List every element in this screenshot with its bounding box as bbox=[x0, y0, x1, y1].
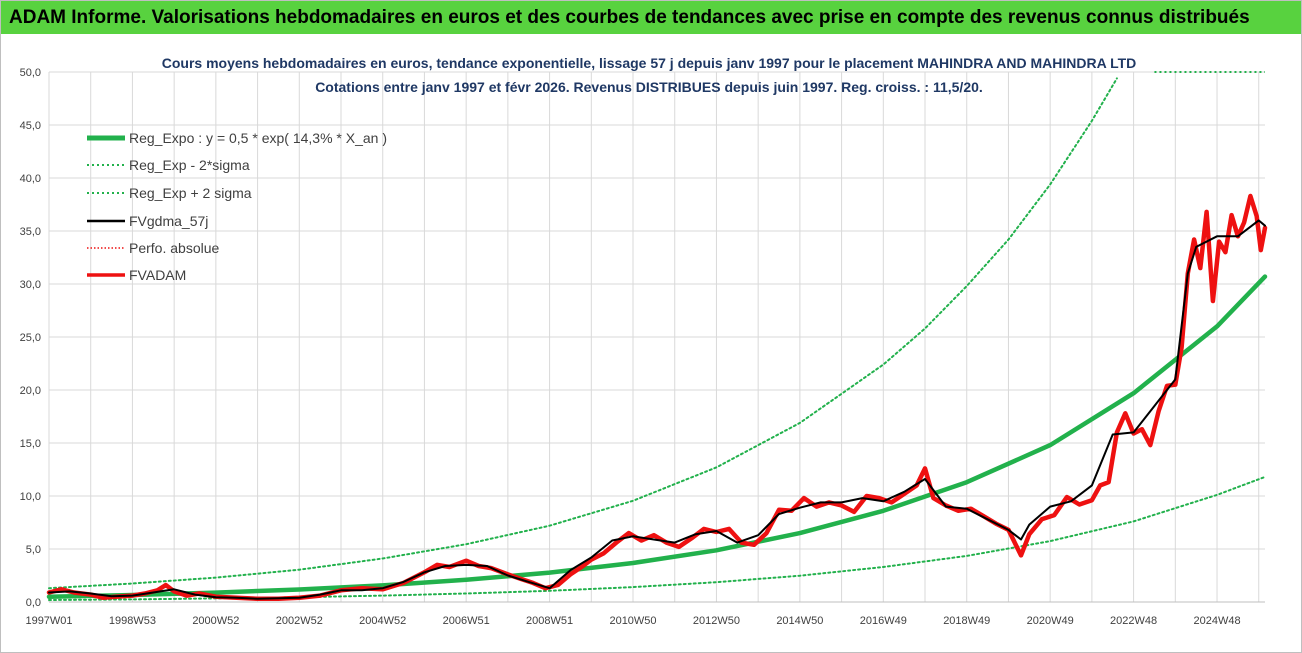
chart-title: Cours moyens hebdomadaires en euros, ten… bbox=[162, 55, 1137, 71]
y-tick-label: 30,0 bbox=[20, 279, 41, 291]
y-tick-label: 25,0 bbox=[20, 332, 41, 344]
x-tick-label: 2022W48 bbox=[1110, 615, 1157, 627]
x-tick-label: 2000W52 bbox=[192, 615, 239, 627]
y-tick-label: 0,0 bbox=[26, 597, 41, 609]
x-tick-label: 1998W53 bbox=[109, 615, 156, 627]
x-tick-label: 2018W49 bbox=[943, 615, 990, 627]
legend-label-fvadam: FVADAM bbox=[129, 267, 186, 283]
x-tick-label: 2002W52 bbox=[276, 615, 323, 627]
series-fvgdma-57j bbox=[48, 219, 1266, 600]
series-reg-exp-plus-2sigma bbox=[48, 77, 1118, 590]
y-tick-label: 35,0 bbox=[20, 226, 41, 238]
series-reg-expo bbox=[46, 274, 1268, 599]
y-tick-label: 15,0 bbox=[20, 438, 41, 450]
legend-label-reg-exp-minus: Reg_Exp - 2*sigma bbox=[129, 157, 250, 173]
x-tick-label: 2004W52 bbox=[359, 615, 406, 627]
chart-subtitle: Cotations entre janv 1997 et févr 2026. … bbox=[315, 79, 983, 95]
x-tick-label: 2024W48 bbox=[1193, 615, 1240, 627]
legend-label-fvgdma: FVgdma_57j bbox=[129, 213, 208, 229]
chart: 0,0 5,0 10,0 15,0 20,0 25,0 30,0 35,0 40,0 45,0 50… bbox=[20, 55, 1268, 627]
x-tick-label: 1997W01 bbox=[25, 615, 72, 627]
legend-label-reg-exp-plus: Reg_Exp + 2 sigma bbox=[129, 185, 252, 201]
x-tick-label: 2014W50 bbox=[776, 615, 823, 627]
y-tick-label: 10,0 bbox=[20, 491, 41, 503]
x-tick-label: 2016W49 bbox=[860, 615, 907, 627]
gridlines bbox=[48, 71, 1265, 603]
y-tick-label: 40,0 bbox=[20, 173, 41, 185]
y-tick-label: 20,0 bbox=[20, 385, 41, 397]
report-banner-title: ADAM Informe. Valorisations hebdomadaire… bbox=[1, 1, 1301, 34]
y-tick-label: 50,0 bbox=[20, 67, 41, 79]
y-axis-ticks: 0,0 5,0 10,0 15,0 20,0 25,0 30,0 35,0 40,0 45,0 50… bbox=[20, 67, 41, 609]
series-reg-exp-minus-2sigma bbox=[48, 475, 1266, 601]
x-tick-label: 2010W50 bbox=[609, 615, 656, 627]
legend-label-reg-expo: Reg_Expo : y = 0,5 * exp( 14,3% * X_an ) bbox=[129, 130, 387, 146]
x-tick-label: 2012W50 bbox=[693, 615, 740, 627]
series-fvadam bbox=[46, 193, 1268, 602]
x-tick-label: 2020W49 bbox=[1027, 615, 1074, 627]
y-tick-label: 45,0 bbox=[20, 120, 41, 132]
series-lines bbox=[46, 71, 1268, 602]
legend-label-perfo-absolue: Perfo. absolue bbox=[129, 240, 219, 256]
legend: Reg_Expo : y = 0,5 * exp( 14,3% * X_an )… bbox=[87, 130, 387, 283]
x-tick-label: 2008W51 bbox=[526, 615, 573, 627]
x-tick-label: 2006W51 bbox=[443, 615, 490, 627]
x-axis-ticks: 1997W01 1998W53 2000W52 2002W52 2004W52 2006W… bbox=[25, 615, 1240, 627]
y-tick-label: 5,0 bbox=[26, 544, 41, 556]
